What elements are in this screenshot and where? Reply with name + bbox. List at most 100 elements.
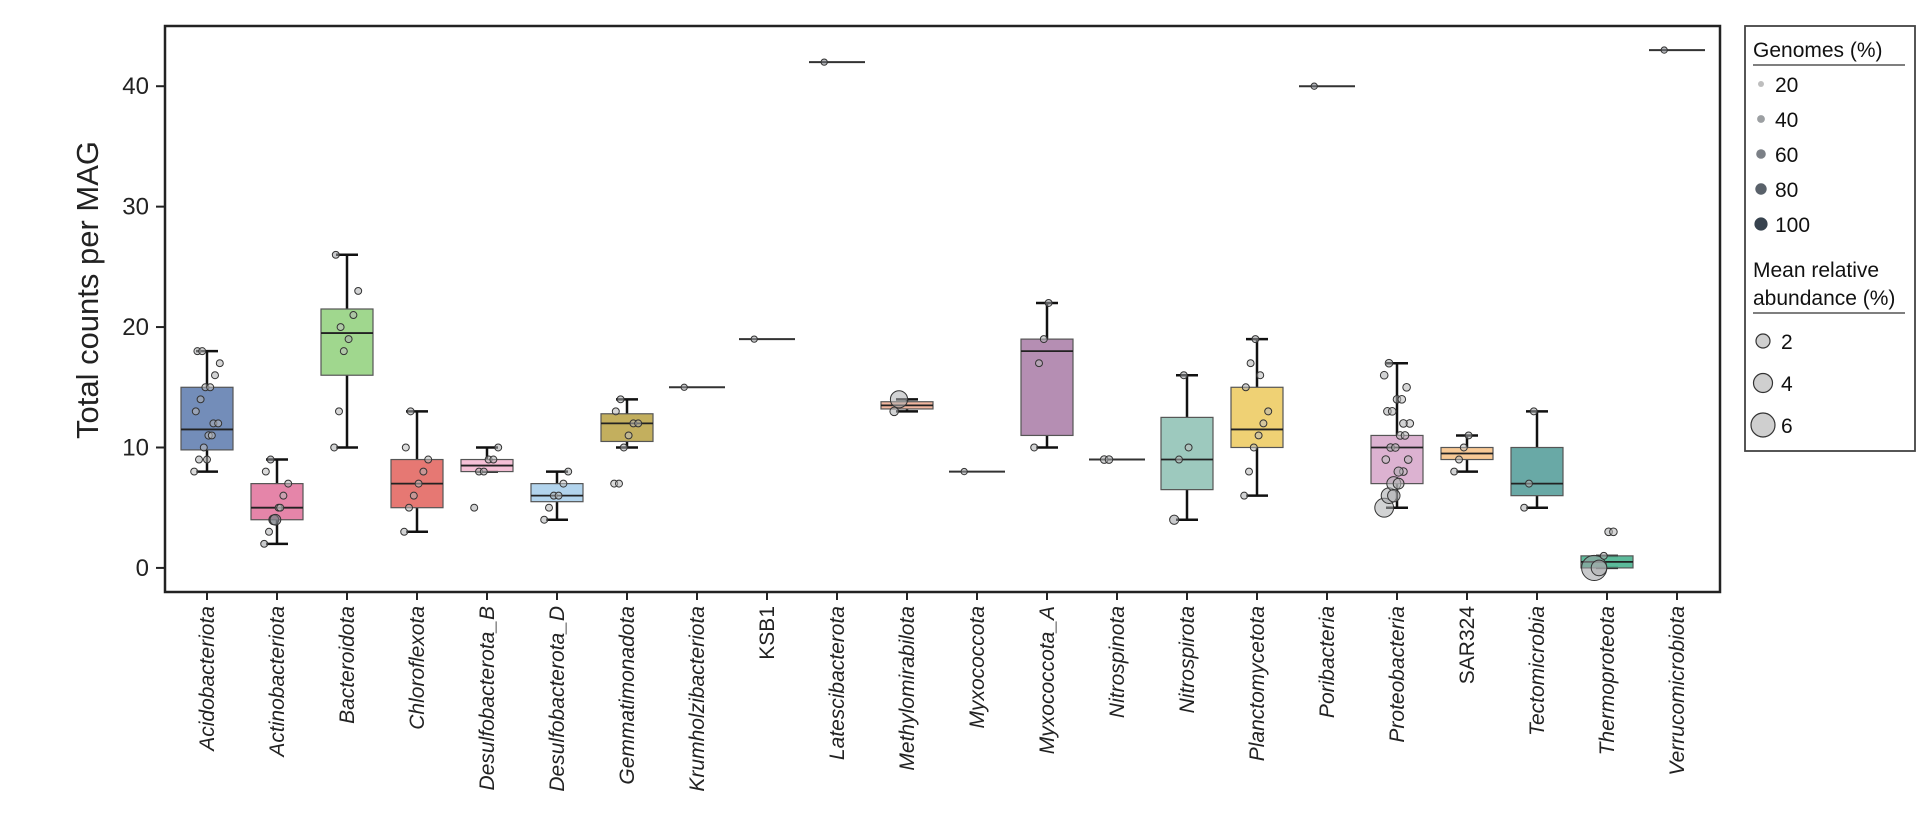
data-point <box>215 359 224 368</box>
x-tick-label: Krumholzibacteriota <box>686 606 709 792</box>
data-point <box>1391 443 1400 452</box>
legend-abundance-title-line2: abundance (%) <box>1753 287 1895 310</box>
data-point <box>330 443 339 452</box>
x-tick-label: Tectomicrobia <box>1526 606 1549 736</box>
legend-genomes-label: 20 <box>1775 74 1798 97</box>
data-point <box>1403 455 1413 464</box>
box-rect <box>1510 446 1564 497</box>
data-point <box>1520 503 1529 512</box>
data-point <box>616 395 625 404</box>
data-point <box>470 503 479 512</box>
data-point <box>611 407 620 416</box>
box-rect <box>180 386 234 451</box>
data-point <box>1245 467 1253 476</box>
y-axis-title: Total counts per MAG <box>70 141 105 439</box>
x-tick-label: Gemmatimonadota <box>616 606 639 785</box>
data-point <box>540 515 549 524</box>
data-point <box>1169 514 1180 525</box>
data-point <box>276 503 285 512</box>
data-point <box>1599 551 1608 560</box>
legend-frame <box>1744 25 1916 452</box>
data-point <box>1381 455 1391 464</box>
data-point <box>409 491 418 500</box>
box-planctomycetota <box>1230 337 1284 497</box>
data-point <box>960 467 968 476</box>
data-point <box>1529 407 1538 416</box>
x-tick-label: Chloroflexota <box>406 606 429 730</box>
data-point <box>1251 335 1260 344</box>
box-actinobacteriota <box>250 458 304 546</box>
data-point <box>1660 46 1668 54</box>
data-point <box>336 323 345 332</box>
data-point <box>1387 488 1401 503</box>
box-rect <box>250 483 304 521</box>
legend-genomes-label: 60 <box>1775 144 1798 167</box>
data-point <box>624 431 633 440</box>
y-axis: 0 10 20 30 40 <box>122 73 165 582</box>
data-point <box>279 491 288 500</box>
legend-genomes-swatch <box>1758 81 1764 87</box>
box-sar324 <box>1440 434 1494 473</box>
legend-abundance-swatch <box>1750 412 1776 438</box>
data-point <box>261 467 270 476</box>
data-point <box>190 467 199 476</box>
data-point <box>260 539 269 548</box>
x-axis: Acidobacteriota Actinobacteriota Bacteroid… <box>196 592 1689 792</box>
data-point <box>195 455 203 464</box>
data-point <box>1039 335 1048 344</box>
data-point <box>284 479 293 488</box>
data-point <box>265 527 273 536</box>
y-tick-label: 40 <box>122 73 149 100</box>
data-point <box>405 503 413 512</box>
data-point <box>214 419 223 428</box>
data-point <box>400 527 409 536</box>
data-point <box>680 383 688 391</box>
data-point <box>1609 527 1618 537</box>
box-bacteroidota <box>320 253 374 449</box>
data-point <box>401 443 410 452</box>
y-tick-label: 10 <box>122 434 149 461</box>
data-point <box>1030 443 1039 452</box>
data-point <box>489 455 498 464</box>
data-point <box>211 371 219 380</box>
legend-abundance-label: 6 <box>1781 415 1793 438</box>
x-tick-label: Acidobacteriota <box>196 606 219 753</box>
data-point <box>1256 371 1265 380</box>
data-point <box>1254 431 1263 440</box>
data-point <box>349 311 358 320</box>
data-point <box>820 58 828 66</box>
x-tick-label: Thermoproteota <box>1596 606 1619 755</box>
y-tick-label: 30 <box>122 194 149 221</box>
data-point <box>1240 491 1249 500</box>
box-gemmatimonadota <box>600 398 654 449</box>
points-layer <box>190 46 1668 582</box>
legend-abundance-items: 2 4 6 <box>1750 331 1793 438</box>
x-tick-label: Bacteroidota <box>336 606 359 724</box>
x-tick-label: Latescibacterota <box>826 606 849 760</box>
x-tick-label: Methylomirabilota <box>896 606 919 771</box>
data-point <box>1399 419 1408 428</box>
y-tick-label: 0 <box>136 555 149 582</box>
legend-genomes-label: 100 <box>1775 214 1810 237</box>
legend: Genomes (%) 20 40 60 80 100 Mean relative ab… <box>1744 25 1916 452</box>
data-point <box>339 347 348 356</box>
legend-genomes-label: 80 <box>1775 179 1798 202</box>
data-point <box>206 383 215 392</box>
data-point <box>1402 382 1411 392</box>
data-point <box>615 479 623 488</box>
x-tick-label: Desulfobacterota_D <box>546 606 569 792</box>
x-tick-label: Nitrospirota <box>1176 606 1199 713</box>
data-point <box>1590 559 1608 577</box>
legend-abundance-label: 4 <box>1781 373 1793 396</box>
data-point <box>559 479 568 488</box>
data-point <box>889 406 899 417</box>
data-point <box>494 443 503 452</box>
data-point <box>424 455 433 464</box>
data-point <box>414 479 423 488</box>
data-point <box>634 419 643 428</box>
box-rect <box>1020 338 1074 437</box>
data-point <box>344 335 353 344</box>
data-point <box>554 491 563 500</box>
data-point <box>1464 431 1473 440</box>
